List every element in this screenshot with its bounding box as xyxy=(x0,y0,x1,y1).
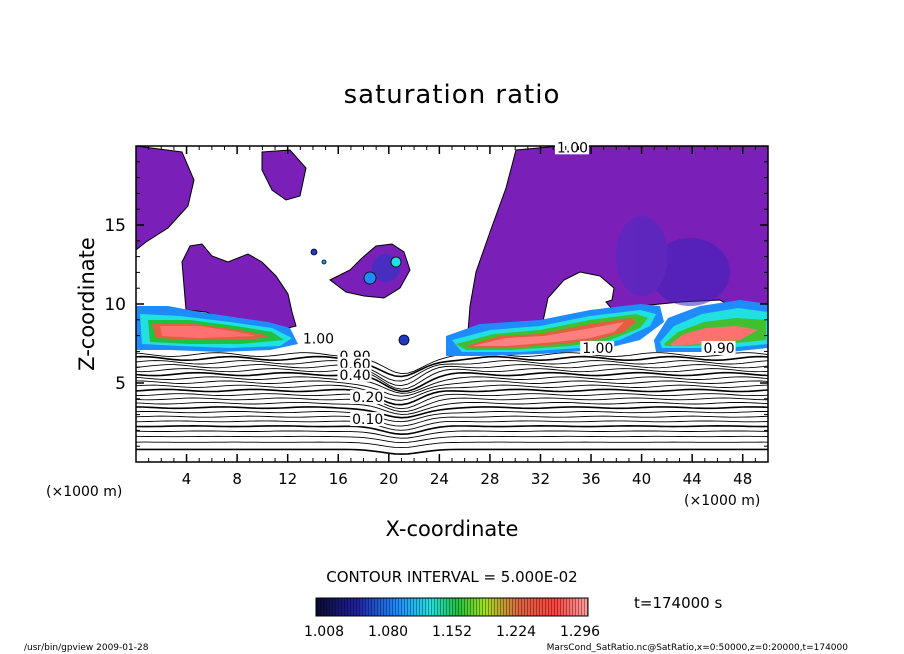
contour-label-bg xyxy=(350,389,385,404)
contour-line xyxy=(136,360,768,382)
colorbar-label: 1.296 xyxy=(560,624,600,640)
colorbar-label: 1.152 xyxy=(432,624,472,640)
contour-line xyxy=(136,448,768,455)
x-tick-label: 8 xyxy=(232,470,242,488)
contour-label-bg xyxy=(337,356,372,371)
contour-line xyxy=(136,411,768,423)
saturated-regions xyxy=(136,146,768,333)
contour-label: 0.20 xyxy=(352,390,383,406)
contour-label: 0.90 xyxy=(704,341,735,357)
plot-area xyxy=(136,146,768,455)
cloud-layer-right xyxy=(654,300,768,352)
contour-line xyxy=(136,371,768,393)
x-tick-label: 36 xyxy=(581,470,600,488)
x-tick-label: 48 xyxy=(733,470,752,488)
contour-line xyxy=(136,406,768,419)
contour-line xyxy=(136,435,768,444)
colorbar-stripes xyxy=(316,598,588,616)
contour-label-bg xyxy=(580,340,615,355)
x-tick-label: 16 xyxy=(329,470,348,488)
contour-line xyxy=(136,420,768,431)
purple-region-top-left xyxy=(136,146,195,251)
x-unit-left: (×1000 m) xyxy=(46,484,122,500)
contour-label-bg xyxy=(300,331,335,346)
contour-label: 1.00 xyxy=(557,140,588,156)
contour-line xyxy=(136,376,768,394)
contour-line xyxy=(136,355,768,378)
contour-label-bg xyxy=(554,140,589,155)
x-tick-label: 12 xyxy=(278,470,297,488)
contour-label: 0.40 xyxy=(340,368,371,384)
colorbar-labels: 1.008 1.080 1.152 1.224 1.296 xyxy=(304,624,600,640)
contour-line xyxy=(136,441,768,449)
y-tick-label: 10 xyxy=(104,295,126,315)
contour-label-bg xyxy=(350,412,385,427)
contour-line xyxy=(136,430,768,439)
contour-line xyxy=(136,388,768,406)
x-tick-label: 32 xyxy=(531,470,550,488)
x-tick-label: 4 xyxy=(182,470,192,488)
blue-shading xyxy=(372,216,730,306)
colorbar-label: 1.008 xyxy=(304,624,344,640)
cloud-layer-left xyxy=(136,306,298,352)
colorbar-label: 1.224 xyxy=(496,624,536,640)
contour-line xyxy=(136,397,768,413)
x-tick-label: 28 xyxy=(480,470,499,488)
contour-interval-text: CONTOUR INTERVAL = 5.000E-02 xyxy=(326,568,577,586)
contour-line xyxy=(136,352,768,375)
footer-left: /usr/bin/gpview 2009-01-28 xyxy=(24,643,149,653)
y-tick-label: 15 xyxy=(104,216,126,236)
footer-right: MarsCond_SatRatio.nc@SatRatio,x=0:50000,… xyxy=(547,643,849,653)
x-unit-right: (×1000 m) xyxy=(684,493,760,509)
y-axis: 5 10 15 xyxy=(104,161,768,447)
x-tick-label: 40 xyxy=(632,470,651,488)
scatter-blobs xyxy=(310,248,410,346)
contour-line xyxy=(136,415,768,427)
contour-line xyxy=(136,384,768,401)
chart-title: saturation ratio xyxy=(344,80,561,110)
contour-line xyxy=(136,401,768,415)
x-tick-label: 20 xyxy=(379,470,398,488)
contour-label: 1.00 xyxy=(303,332,334,348)
time-label: t=174000 s xyxy=(634,594,722,612)
x-tick-label: 24 xyxy=(430,470,449,488)
contour-line xyxy=(136,393,768,410)
contour-label-group: 1.001.000.901.000.900.600.400.200.10 xyxy=(300,140,736,428)
purple-region-top-blob xyxy=(261,149,307,201)
contour-lines xyxy=(136,352,768,455)
y-tick-label: 5 xyxy=(115,374,126,394)
contour-line xyxy=(136,368,768,390)
contour-line xyxy=(136,424,768,436)
colorbar-label: 1.080 xyxy=(368,624,408,640)
contour-label: 0.10 xyxy=(352,412,383,428)
contour-line xyxy=(136,380,768,397)
x-axis: 4 8 12 16 20 24 28 32 36 40 44 48 xyxy=(148,146,756,488)
contour-label: 1.00 xyxy=(582,341,613,357)
x-axis-label: X-coordinate xyxy=(386,517,519,541)
x-tick-label: 44 xyxy=(683,470,702,488)
contour-label-bg xyxy=(337,367,372,382)
contour-label-bg xyxy=(701,340,736,355)
y-axis-label: Z-coordinate xyxy=(75,237,99,371)
contour-line xyxy=(136,364,768,387)
